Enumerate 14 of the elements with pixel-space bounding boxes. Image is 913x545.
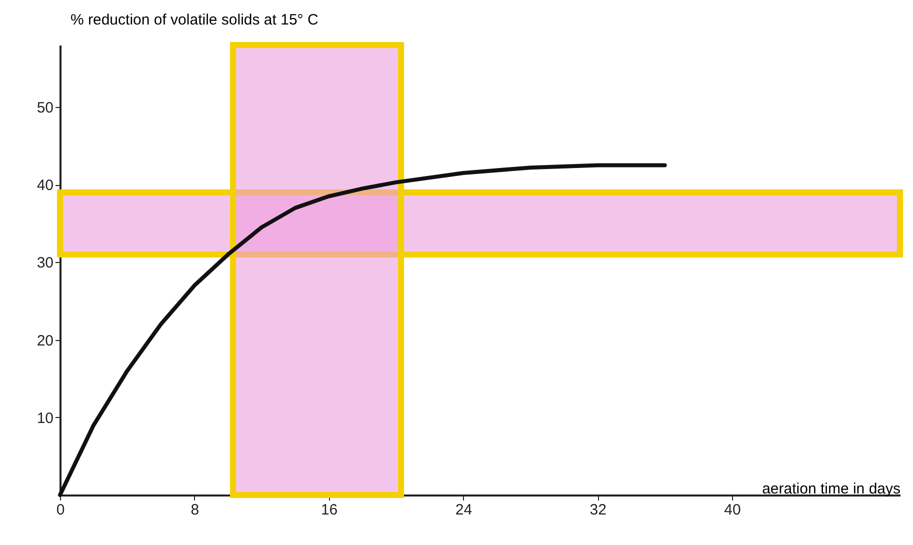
y-tick-label: 20: [36, 332, 54, 350]
x-tick-label: 24: [455, 502, 472, 518]
x-tick-label: 0: [56, 502, 65, 518]
y-tick-label: 30: [36, 254, 54, 272]
x-axis-title: aeration time in days: [762, 480, 900, 498]
x-tick-label: 16: [320, 502, 338, 518]
y-tick-label: 40: [36, 177, 54, 194]
x-tick-label: 32: [590, 502, 606, 518]
y-tick-label: 10: [36, 410, 54, 427]
x-tick-label: 40: [724, 502, 741, 518]
line-series: [58, 163, 667, 497]
y-axis-title: % reduction of volatile solids at 15° C: [70, 12, 318, 28]
y-tick-label: 50: [36, 100, 54, 117]
x-tick-label: 8: [190, 502, 200, 518]
